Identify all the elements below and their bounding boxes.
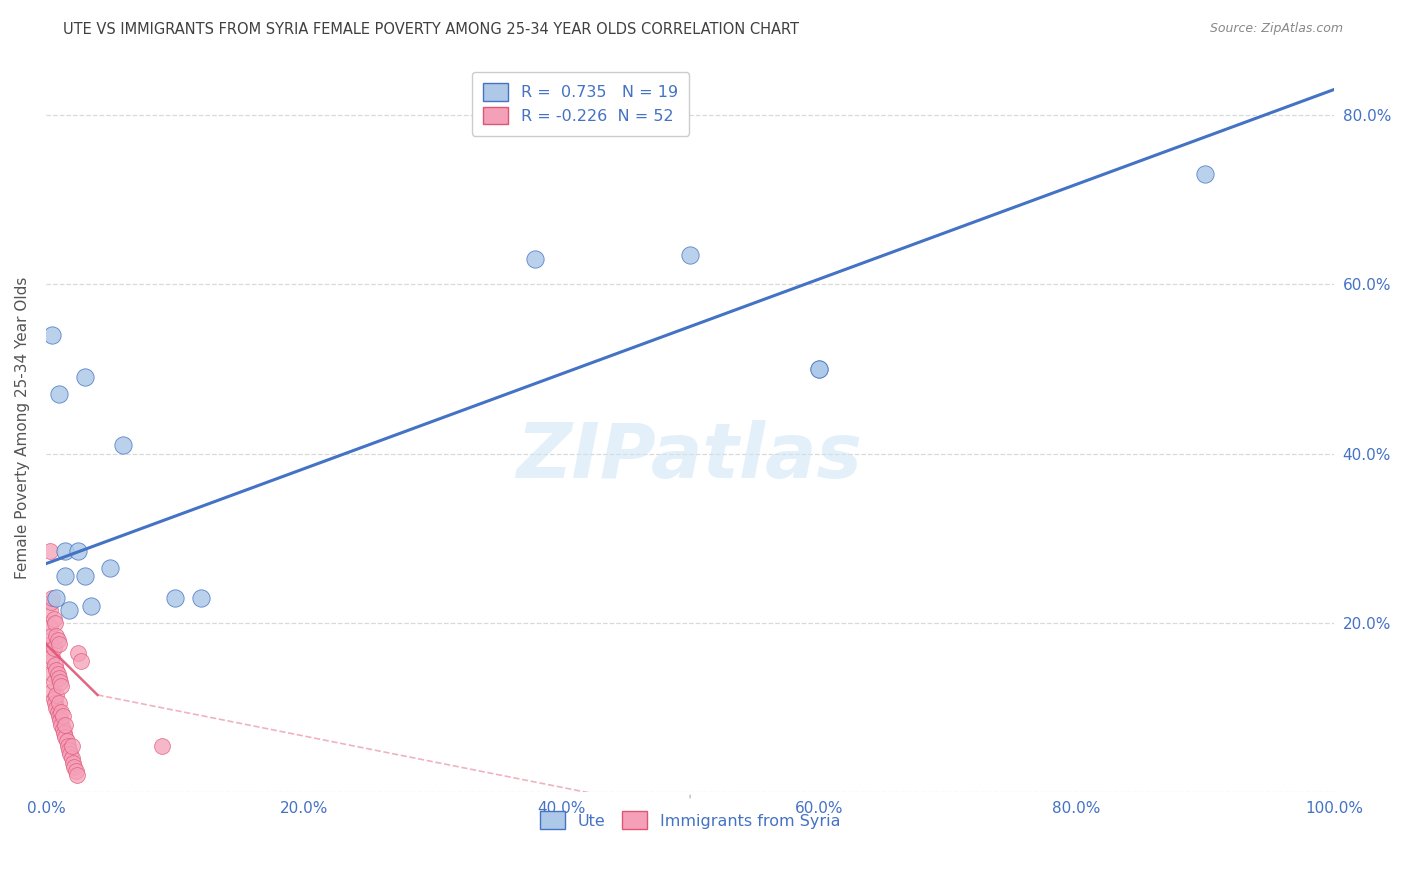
Point (62, 756, 84, 770)
Point (63, 760, 86, 774)
Legend: Ute, Immigrants from Syria: Ute, Immigrants from Syria (533, 805, 846, 835)
Point (52, 722, 75, 736)
Point (807, 362, 830, 376)
Point (80, 599, 103, 613)
Point (48, 697, 70, 711)
Point (53, 544, 76, 558)
Point (38, 637, 60, 651)
Point (190, 591, 212, 605)
Point (49, 714, 72, 728)
Point (41, 328, 63, 343)
Point (45, 629, 67, 643)
Point (45, 700, 67, 714)
Point (42, 612, 65, 626)
Point (60, 739, 83, 753)
Point (51, 717, 73, 731)
Point (45, 663, 67, 677)
Point (53, 731, 76, 745)
Point (44, 615, 66, 630)
Point (66, 768, 89, 782)
Point (55, 734, 77, 748)
Point (53, 569, 76, 583)
Text: Source: ZipAtlas.com: Source: ZipAtlas.com (1209, 22, 1343, 36)
Point (53, 726, 76, 740)
Point (42, 641, 65, 656)
Point (39, 654, 62, 668)
Point (46, 666, 69, 681)
Point (48, 709, 70, 723)
Point (67, 544, 90, 558)
Text: UTE VS IMMIGRANTS FROM SYRIA FEMALE POVERTY AMONG 25-34 YEAR OLDS CORRELATION CH: UTE VS IMMIGRANTS FROM SYRIA FEMALE POVE… (63, 22, 799, 37)
Point (58, 603, 80, 617)
Point (45, 688, 67, 702)
Point (48, 387, 70, 401)
Point (46, 632, 69, 647)
Point (42, 675, 65, 690)
Point (58, 743, 80, 757)
Point (44, 658, 66, 673)
Point (69, 654, 91, 668)
Point (42, 692, 65, 706)
Point (73, 370, 96, 384)
Point (112, 438, 135, 452)
Point (65, 764, 87, 779)
Point (41, 649, 63, 664)
Point (48, 637, 70, 651)
Point (100, 561, 122, 575)
Point (53, 717, 76, 731)
Point (56, 739, 79, 753)
Text: ZIPatlas: ZIPatlas (517, 420, 863, 494)
Point (73, 569, 96, 583)
Point (524, 252, 547, 266)
Point (52, 709, 75, 723)
Point (67, 646, 90, 660)
Point (44, 697, 66, 711)
Point (38, 544, 60, 558)
Point (38, 603, 60, 617)
Point (1194, 167, 1216, 181)
Point (39, 629, 62, 643)
Point (51, 705, 73, 719)
Point (150, 739, 173, 753)
Point (41, 683, 63, 698)
Point (679, 247, 702, 261)
Point (46, 705, 69, 719)
Point (49, 675, 72, 690)
Y-axis label: Female Poverty Among 25-34 Year Olds: Female Poverty Among 25-34 Year Olds (15, 277, 30, 580)
Point (41, 591, 63, 605)
Point (48, 671, 70, 685)
Point (59, 747, 82, 762)
Point (807, 362, 830, 376)
Point (163, 591, 186, 605)
Point (60, 751, 83, 765)
Point (39, 595, 62, 609)
Point (51, 680, 73, 694)
Point (38, 620, 60, 634)
Point (45, 591, 67, 605)
Point (41, 666, 63, 681)
